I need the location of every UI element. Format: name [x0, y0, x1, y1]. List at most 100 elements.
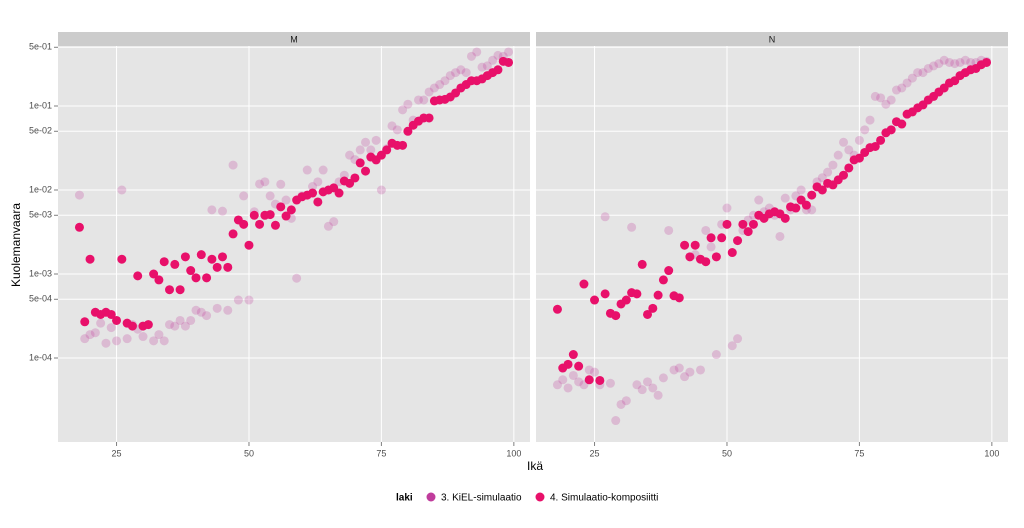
- point: [191, 305, 201, 315]
- point: [574, 377, 584, 387]
- point: [228, 229, 238, 239]
- point: [202, 273, 212, 283]
- point: [265, 210, 275, 220]
- strip: [58, 32, 530, 46]
- y-tick-label: 5e-04: [29, 294, 52, 304]
- point: [117, 185, 127, 195]
- point: [334, 188, 344, 198]
- point: [96, 318, 106, 328]
- point: [239, 191, 249, 201]
- point: [791, 203, 801, 213]
- point: [398, 140, 408, 150]
- point: [477, 62, 487, 72]
- point: [706, 242, 716, 252]
- point: [281, 211, 291, 221]
- point: [960, 55, 970, 65]
- point: [833, 150, 843, 160]
- point: [424, 113, 434, 123]
- point: [854, 153, 864, 163]
- x-tick-label: 25: [590, 448, 600, 458]
- point: [643, 309, 653, 319]
- facet-title: M: [290, 34, 298, 44]
- point: [907, 73, 917, 83]
- point: [276, 202, 286, 212]
- point: [701, 225, 711, 235]
- point: [950, 59, 960, 69]
- point: [493, 50, 503, 60]
- point: [844, 145, 854, 155]
- point: [828, 160, 838, 170]
- point: [345, 150, 355, 160]
- point: [180, 321, 190, 331]
- point: [440, 76, 450, 86]
- point: [154, 275, 164, 285]
- point: [669, 365, 679, 375]
- point: [817, 173, 827, 183]
- point: [249, 210, 259, 220]
- point: [748, 219, 758, 229]
- point: [143, 320, 153, 330]
- point: [870, 141, 880, 151]
- point: [223, 262, 233, 272]
- point: [685, 367, 695, 377]
- point: [611, 311, 621, 321]
- legend-title: laki: [396, 493, 413, 504]
- point: [627, 222, 637, 232]
- point: [648, 383, 658, 393]
- point: [170, 321, 180, 331]
- point: [159, 336, 169, 346]
- point: [643, 377, 653, 387]
- point: [117, 254, 127, 264]
- point: [244, 295, 254, 305]
- point: [329, 217, 339, 227]
- point: [733, 236, 743, 246]
- point: [690, 240, 700, 250]
- point: [74, 190, 84, 200]
- point: [674, 363, 684, 373]
- point: [552, 304, 562, 314]
- point: [196, 307, 206, 317]
- point: [886, 125, 896, 135]
- x-tick-label: 75: [376, 448, 386, 458]
- point: [308, 188, 318, 198]
- point: [711, 252, 721, 262]
- point: [451, 68, 461, 78]
- point: [823, 167, 833, 177]
- point: [233, 295, 243, 305]
- point: [186, 266, 196, 276]
- legend-swatch: [535, 492, 545, 502]
- point: [902, 78, 912, 88]
- point: [323, 221, 333, 231]
- point: [207, 254, 217, 264]
- y-axis-label: Kuolemanvaara: [9, 203, 23, 287]
- point: [563, 383, 573, 393]
- point: [722, 203, 732, 213]
- point: [413, 95, 423, 105]
- point: [175, 315, 185, 325]
- point: [504, 47, 514, 57]
- point: [653, 390, 663, 400]
- point: [170, 259, 180, 269]
- point: [456, 65, 466, 75]
- point: [255, 219, 265, 229]
- point: [191, 273, 201, 283]
- point: [590, 295, 600, 305]
- point: [966, 57, 976, 67]
- point: [611, 416, 621, 426]
- point: [85, 330, 95, 340]
- point: [854, 135, 864, 145]
- point: [112, 336, 122, 346]
- point: [244, 240, 254, 250]
- point: [493, 65, 503, 75]
- point: [186, 315, 196, 325]
- point: [122, 334, 132, 344]
- x-tick-label: 50: [722, 448, 732, 458]
- point: [80, 317, 90, 327]
- point: [212, 262, 222, 272]
- strip: [536, 32, 1008, 46]
- point: [149, 336, 159, 346]
- point: [482, 61, 492, 71]
- point: [664, 225, 674, 235]
- point: [568, 350, 578, 360]
